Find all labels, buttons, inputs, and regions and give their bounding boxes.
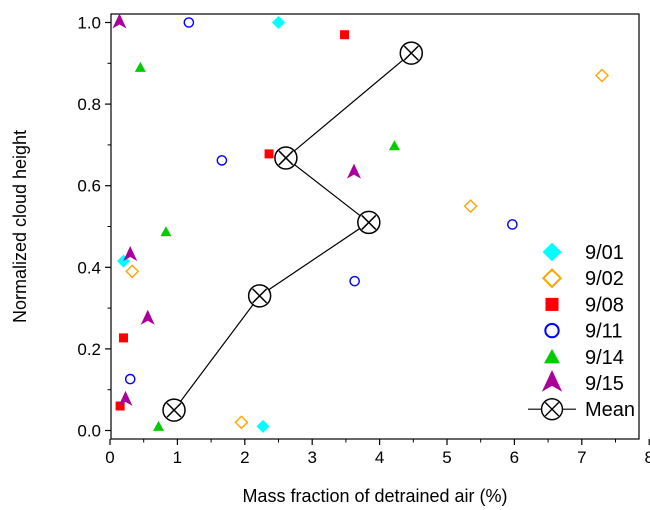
data-point-9-01 [272, 16, 285, 29]
data-point-9-11 [183, 17, 195, 28]
x-tick-label: 0 [105, 448, 114, 467]
legend-entry-9-01: 9/01 [542, 242, 624, 264]
x-tick-label: 7 [577, 448, 586, 467]
x-tick-label: 1 [173, 448, 182, 467]
y-tick-label: 0.8 [77, 95, 101, 114]
data-point-9-11 [507, 219, 518, 230]
data-point-9-02 [463, 199, 478, 214]
legend-entry-mean: Mean [528, 398, 635, 421]
series-9-08 [115, 30, 350, 411]
series-9-14 [134, 61, 400, 431]
data-point-9-15 [118, 390, 133, 406]
data-point-9-08 [118, 333, 128, 343]
data-point-9-11 [124, 373, 136, 385]
data-point-9-11 [349, 275, 360, 287]
legend-entry-9-11: 9/11 [544, 321, 622, 343]
data-point-9-11 [216, 155, 228, 166]
legend-label: 9/08 [585, 294, 624, 316]
y-tick-label: 1.0 [77, 14, 101, 33]
legend-marker-9-02 [541, 268, 563, 289]
data-point-9-14 [134, 61, 146, 72]
legend-entry-9-15: 9/15 [541, 369, 624, 395]
data-point-9-02 [595, 68, 610, 83]
y-axis-label: Normalized cloud height [10, 130, 30, 323]
x-tick-label: 3 [307, 448, 316, 467]
legend-marker-9-15 [541, 369, 563, 392]
data-point-mean [274, 146, 298, 170]
x-tick-label: 4 [375, 448, 384, 467]
y-tick-label: 0.4 [77, 258, 101, 277]
legend-marker-9-11 [544, 322, 560, 339]
data-point-9-08 [340, 30, 350, 40]
legend-entry-9-08: 9/08 [545, 294, 624, 316]
series-mean [162, 41, 424, 422]
legend-entry-9-02: 9/02 [541, 268, 624, 290]
legend-marker-9-14 [544, 348, 560, 364]
data-point-9-14 [160, 226, 172, 237]
legend-label: Mean [585, 399, 635, 421]
data-point-9-15 [140, 309, 155, 325]
data-point-9-15 [112, 13, 127, 29]
data-point-mean [399, 41, 424, 65]
series-9-11 [124, 17, 518, 385]
series-9-02 [125, 68, 610, 430]
series-9-01 [116, 16, 285, 433]
plot-area [112, 13, 610, 433]
data-point-9-14 [388, 140, 400, 151]
data-point-9-15 [123, 246, 138, 262]
axes: 0 1 2 3 4 5 6 7 8 0.0 0.2 0.4 0.6 0.8 1.0 [77, 13, 650, 467]
legend-label: 9/11 [585, 321, 622, 343]
y-tick-label: 0.2 [77, 340, 101, 359]
x-tick-label: 5 [442, 448, 451, 467]
data-point-9-08 [115, 401, 125, 411]
legend-entry-9-14: 9/14 [544, 347, 624, 369]
data-point-9-14 [153, 420, 165, 431]
data-point-9-02 [234, 415, 249, 430]
legend-label: 9/02 [585, 268, 624, 290]
legend-label: 9/14 [585, 347, 624, 369]
series-9-15 [112, 13, 361, 406]
data-point-9-08 [264, 149, 274, 159]
x-axis-label: Mass fraction of detrained air (%) [242, 486, 507, 506]
data-point-9-15 [346, 163, 361, 179]
legend-label: 9/15 [585, 373, 624, 395]
legend-marker-9-01 [542, 242, 562, 262]
x-tick-label: 8 [644, 448, 650, 467]
data-point-9-01 [256, 419, 270, 433]
x-tick-label: 6 [510, 448, 519, 467]
data-point-mean [162, 398, 186, 422]
legend-label: 9/01 [585, 242, 624, 264]
data-point-mean [357, 210, 381, 235]
data-point-9-02 [125, 264, 140, 279]
y-tick-label: 0.0 [77, 422, 101, 441]
y-tick-label: 0.6 [77, 177, 101, 196]
data-point-mean [247, 284, 272, 308]
legend: 9/01 9/02 9/08 9/11 9/14 9/15 Mean [528, 242, 635, 421]
x-tick-label: 2 [240, 448, 249, 467]
legend-marker-9-08 [545, 297, 559, 311]
legend-marker-mean [540, 398, 564, 421]
